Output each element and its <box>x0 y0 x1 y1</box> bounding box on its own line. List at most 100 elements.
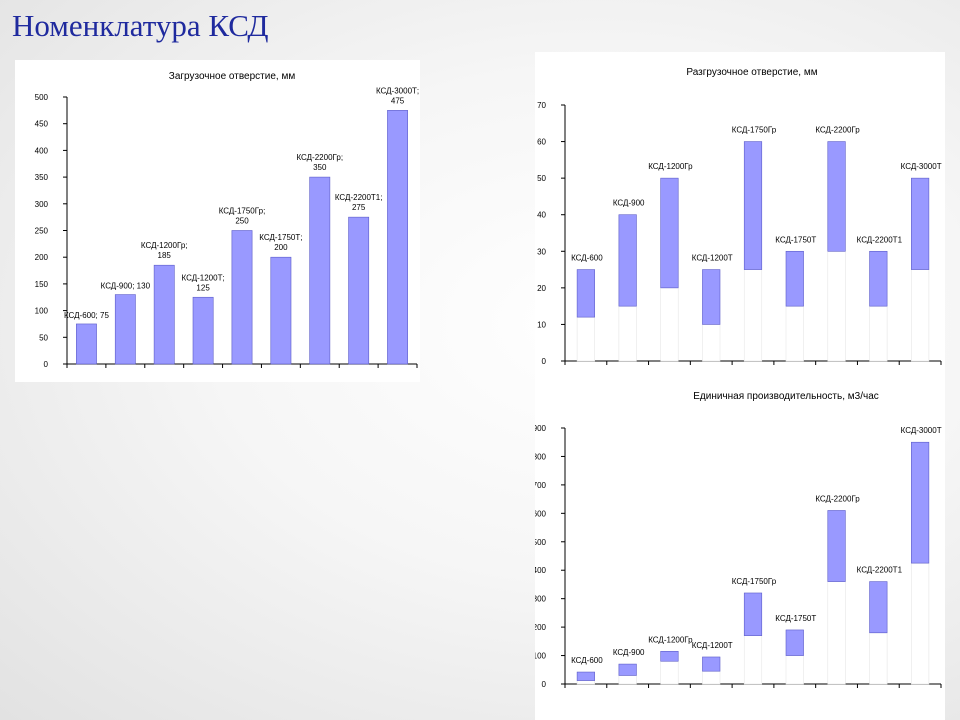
data-label: 250 <box>235 217 249 226</box>
y-tick-label: 50 <box>39 333 48 342</box>
y-tick-label: 250 <box>35 227 49 236</box>
bar-base <box>911 562 930 685</box>
y-tick-label: 400 <box>35 146 49 155</box>
bar-range <box>660 177 679 289</box>
data-label: КСД-600; 75 <box>64 311 109 320</box>
chart-title: Единичная производительность, м3/час <box>693 391 879 402</box>
y-tick-label: 0 <box>542 357 547 366</box>
bar-base <box>576 316 595 362</box>
bar-base <box>618 675 637 685</box>
y-tick-label: 200 <box>35 253 49 262</box>
data-label: 185 <box>158 251 172 260</box>
bar <box>387 110 408 365</box>
bar-range <box>911 177 930 270</box>
data-label: КСД-1200Т <box>692 254 733 263</box>
bar <box>348 216 370 365</box>
bar-range <box>785 629 804 656</box>
data-label: КСД-1200Гр <box>648 635 693 644</box>
bar-range <box>869 581 888 634</box>
y-tick-label: 70 <box>537 101 546 110</box>
bar-base <box>743 269 763 362</box>
data-label: КСД-1750Т <box>775 235 816 244</box>
bar-range <box>660 650 679 662</box>
bar-range <box>576 671 595 681</box>
bar <box>270 256 292 365</box>
data-label: КСД-3000Т; <box>376 86 419 95</box>
bar-range <box>618 663 637 676</box>
data-label: КСД-2200Гр <box>815 126 860 135</box>
y-tick-label: 0 <box>542 680 547 689</box>
y-tick-label: 100 <box>535 652 547 661</box>
y-tick-label: 600 <box>535 509 547 518</box>
bar <box>114 294 136 365</box>
bar-base <box>869 305 888 362</box>
y-tick-label: 30 <box>537 247 546 256</box>
bar-base <box>618 305 637 362</box>
chart-title: Разгрузочное отверстие, мм <box>686 67 817 78</box>
data-label: КСД-1200Гр; <box>141 241 188 250</box>
bar-base <box>827 250 846 362</box>
y-tick-label: 700 <box>535 481 547 490</box>
bar-base <box>660 660 679 685</box>
data-label: КСД-900 <box>613 648 645 657</box>
bar-range <box>827 141 846 252</box>
bar-range <box>743 592 763 636</box>
chart-load-opening: Загрузочное отверстие, мм 0 50 100 150 200 250… <box>15 60 420 382</box>
bar-range <box>618 214 637 307</box>
y-tick-label: 0 <box>44 360 49 369</box>
data-label: КСД-2200Гр <box>815 494 860 503</box>
data-label: КСД-3000Т <box>901 426 942 435</box>
bar-base <box>702 324 721 362</box>
bar-range <box>702 269 721 325</box>
bar-base <box>827 581 846 685</box>
data-label: 350 <box>313 163 327 172</box>
data-label: КСД-1750Гр; <box>219 207 266 216</box>
y-tick-label: 500 <box>35 93 49 102</box>
bar <box>76 323 97 365</box>
y-tick-label: 200 <box>535 623 547 632</box>
y-tick-label: 20 <box>537 284 546 293</box>
data-label: КСД-1750Т <box>775 614 816 623</box>
y-tick-label: 400 <box>535 566 547 575</box>
chart-productivity-svg: Единичная производительность, м3/час 0 100… <box>535 391 942 689</box>
y-tick-label: 100 <box>35 307 49 316</box>
bar-base <box>576 680 595 685</box>
bar <box>153 264 175 365</box>
data-label: КСД-600 <box>571 656 603 665</box>
data-label: 275 <box>352 203 366 212</box>
bar-base <box>660 287 679 362</box>
bar-range <box>785 250 804 307</box>
bar-range <box>869 250 888 307</box>
bar-base <box>911 269 930 362</box>
data-label: КСД-600 <box>571 254 603 263</box>
data-label: КСД-900; 130 <box>101 282 151 291</box>
y-tick-label: 60 <box>537 138 546 147</box>
chart-productivity: Единичная производительность, м3/час 0 100… <box>535 380 945 720</box>
y-tick-label: 50 <box>537 174 546 183</box>
y-tick-label: 500 <box>535 538 547 547</box>
data-label: КСД-1200Гр <box>648 162 693 171</box>
data-label: 125 <box>196 283 210 292</box>
chart-load-svg: Загрузочное отверстие, мм 0 50 100 150 200 250… <box>35 71 420 369</box>
y-tick-label: 300 <box>35 200 49 209</box>
chart-unload-opening: Разгрузочное отверстие, мм 0 10 20 30 40 50 60 7… <box>535 52 945 380</box>
bar-base <box>702 670 721 685</box>
bar-range <box>827 510 846 582</box>
bar-base <box>869 632 888 685</box>
y-tick-label: 40 <box>537 211 546 220</box>
bar-range <box>576 269 595 318</box>
data-label: КСД-1750Гр <box>732 126 777 135</box>
slide-title: Номенклатура КСД <box>12 8 269 43</box>
y-tick-label: 350 <box>35 173 49 182</box>
bar-range <box>743 141 763 270</box>
y-tick-label: 10 <box>537 320 546 329</box>
data-label: КСД-2200Т1 <box>857 235 903 244</box>
data-label: КСД-900 <box>613 199 645 208</box>
y-tick-label: 150 <box>35 280 49 289</box>
y-tick-label: 900 <box>535 424 547 433</box>
bar <box>309 176 331 365</box>
bar-range <box>702 656 721 672</box>
data-label: КСД-2200Гр; <box>296 153 343 162</box>
data-label: 200 <box>274 243 288 252</box>
data-label: 475 <box>391 96 405 105</box>
